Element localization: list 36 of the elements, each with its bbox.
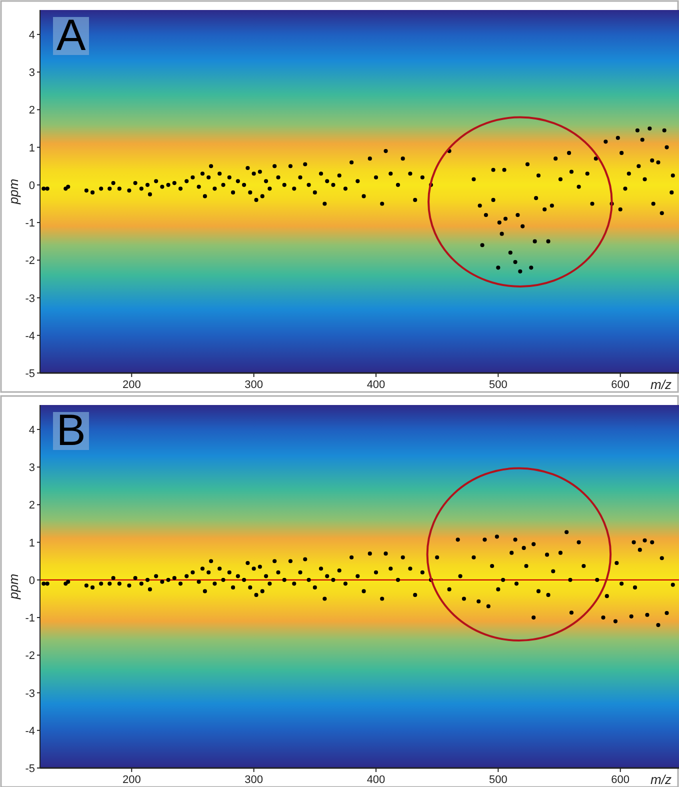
y-tick-label: -4 xyxy=(25,330,35,342)
y-tick-label: -3 xyxy=(25,292,35,305)
y-tick-label: -2 xyxy=(25,650,35,662)
y-tick-label: 2 xyxy=(28,104,35,117)
x-tick-label: 400 xyxy=(366,379,386,391)
y-tick-label: -3 xyxy=(25,688,35,700)
x-tick-label: 500 xyxy=(488,379,508,391)
y-tick-label: -4 xyxy=(25,725,35,738)
x-tick-label: 300 xyxy=(244,774,263,786)
y-tick-label: 0 xyxy=(28,574,35,587)
x-axis-title: m/z xyxy=(650,772,672,787)
chart-title: B xyxy=(56,406,86,455)
y-tick-label: 3 xyxy=(28,67,35,80)
x-tick-label: 300 xyxy=(244,379,263,391)
x-tick-label: 500 xyxy=(488,774,508,786)
y-tick-label: 1 xyxy=(28,537,35,550)
y-tick-label: 4 xyxy=(28,29,35,42)
x-tick-label: 400 xyxy=(366,774,386,786)
x-tick-label: 200 xyxy=(122,774,141,786)
y-tick-label: -1 xyxy=(25,612,35,625)
y-tick-label: 2 xyxy=(28,500,35,512)
y-tick-label: -5 xyxy=(25,763,35,775)
y-tick-label: 1 xyxy=(28,142,35,154)
y-tick-label: -1 xyxy=(25,218,35,230)
chart-title: A xyxy=(56,11,86,60)
y-tick-label: 3 xyxy=(28,462,35,474)
y-tick-label: 4 xyxy=(28,424,35,436)
x-tick-label: 600 xyxy=(611,774,630,786)
y-axis-title: ppm xyxy=(6,178,21,206)
y-axis-title: ppm xyxy=(6,574,21,600)
y-tick-label: 0 xyxy=(28,180,35,192)
x-tick-label: 600 xyxy=(611,379,630,391)
x-axis-title: m/z xyxy=(650,377,672,392)
y-tick-label: -5 xyxy=(25,368,35,380)
y-tick-label: -2 xyxy=(25,255,35,268)
x-tick-label: 200 xyxy=(122,379,141,391)
